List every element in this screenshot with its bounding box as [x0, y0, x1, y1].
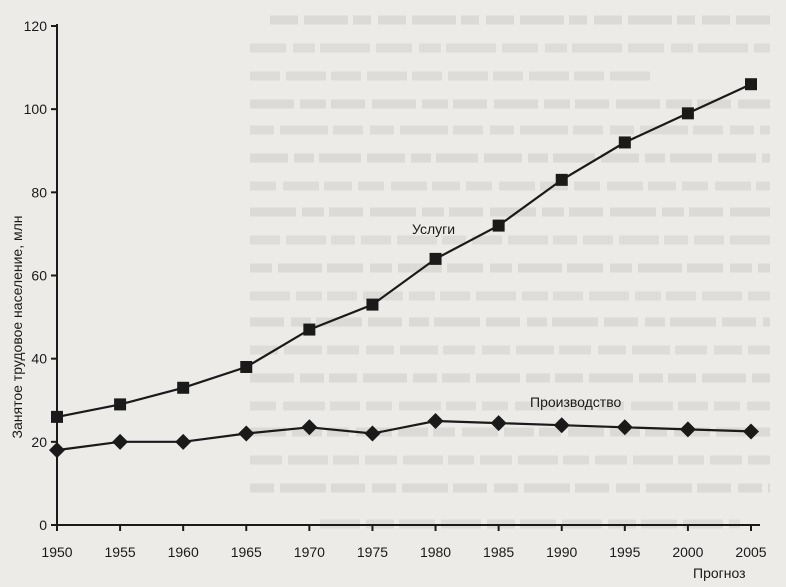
data-point-production [364, 425, 381, 442]
x-tick-label: 1995 [609, 544, 640, 560]
series-line-services [56, 83, 752, 418]
series-markers [49, 78, 759, 459]
data-point-production [238, 425, 255, 442]
series-label-production: Производство [530, 394, 621, 410]
x-tick-label: 1955 [105, 544, 136, 560]
y-tick-label: 0 [39, 517, 47, 533]
data-point-services [114, 398, 127, 411]
data-point-services [681, 107, 694, 120]
data-point-services [429, 252, 442, 265]
data-point-services [618, 136, 631, 149]
data-point-production [679, 421, 696, 438]
x-tick-label: 2000 [672, 544, 703, 560]
x-tick-label: 1975 [357, 544, 388, 560]
data-point-services [303, 323, 316, 336]
x-tick-label: 1985 [483, 544, 514, 560]
x-tick-label: 1980 [420, 544, 451, 560]
data-point-production [553, 417, 570, 434]
y-tick-label: 60 [31, 268, 47, 284]
data-point-production [112, 433, 129, 450]
y-tick-label: 40 [31, 351, 47, 367]
data-point-production [301, 419, 318, 436]
x-tick-label: 2005 [735, 544, 766, 560]
y-tick-label: 100 [24, 101, 48, 117]
series-line-production [56, 419, 752, 452]
y-axis-ticks: 0 20 40 60 80 100 120 [24, 18, 57, 533]
data-point-production [427, 413, 444, 430]
y-tick-label: 120 [24, 18, 48, 34]
data-point-production [49, 442, 65, 459]
y-tick-label: 20 [31, 434, 47, 450]
x-tick-label: 1990 [546, 544, 577, 560]
data-point-services [366, 298, 379, 311]
forecast-note: Прогноз [693, 565, 746, 581]
data-point-services [745, 78, 757, 91]
series-label-services: Услуги [412, 221, 455, 237]
data-point-production [175, 433, 192, 450]
data-point-production [743, 423, 759, 440]
data-point-services [51, 410, 63, 423]
data-point-services [492, 219, 505, 232]
data-point-services [240, 360, 253, 373]
y-axis-label: Занятое трудовое население, млн [9, 216, 25, 439]
x-tick-label: 1960 [168, 544, 199, 560]
series-lines [56, 83, 752, 452]
x-tick-label: 1965 [231, 544, 262, 560]
data-point-services [177, 381, 190, 394]
data-point-production [616, 419, 633, 436]
x-tick-label: 1950 [41, 544, 72, 560]
x-tick-label: 1970 [294, 544, 325, 560]
x-axis-ticks: 1950 1955 1960 1965 1970 1975 1980 1985 1990 1995… [41, 525, 767, 560]
data-point-production [490, 415, 507, 432]
data-point-services [555, 173, 568, 186]
y-tick-label: 80 [31, 184, 47, 200]
